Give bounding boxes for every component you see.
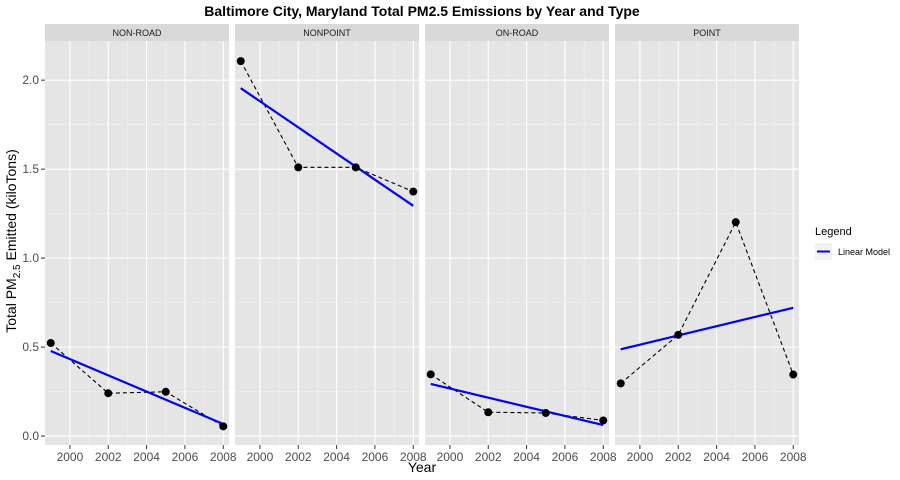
linear-model-line — [620, 306, 794, 351]
facet-strip-label: NON-ROAD — [113, 28, 162, 38]
facet-strip — [615, 24, 799, 41]
panel-background — [615, 41, 799, 445]
y-tick-label: 2.0 — [22, 73, 39, 87]
data-point — [541, 408, 550, 417]
x-tick-label: 2000 — [437, 450, 464, 464]
linear-model-line — [50, 350, 224, 426]
data-point — [789, 370, 798, 379]
facet-panels: 0.0 0.5 1.0 1.5 2.0 NON-ROAD 2000 2002 2004 2006 2… — [22, 24, 807, 464]
x-tick-label: 2006 — [742, 450, 769, 464]
linear-model-line — [240, 87, 414, 207]
facet-strip — [425, 24, 609, 41]
legend-entry-label: Linear Model — [838, 247, 890, 257]
facet-strip-label: NONPOINT — [303, 28, 351, 38]
data-point — [674, 330, 683, 339]
y-tick-label: 1.5 — [22, 162, 39, 176]
legend-title: Legend — [815, 226, 852, 238]
facet-panel-on-road: ON-ROAD 2000 2002 2004 2006 2008 — [425, 24, 617, 464]
legend: Legend Linear Model — [815, 226, 890, 260]
y-tick-label: 0.0 — [22, 429, 39, 443]
data-point — [616, 379, 625, 388]
x-tick-label: 2004 — [513, 450, 540, 464]
observed-emissions-line — [50, 342, 224, 427]
x-tick-label: 2000 — [247, 450, 274, 464]
facet-strip — [235, 24, 419, 41]
data-point — [104, 389, 113, 398]
data-point — [731, 218, 740, 227]
data-point — [426, 370, 435, 379]
facet-panel-point: POINT 2000 2002 2004 2006 2008 — [615, 24, 807, 464]
y-axis-title-prefix: Total PM — [3, 278, 19, 332]
x-tick-label: 2006 — [172, 450, 199, 464]
x-tick-label: 2002 — [285, 450, 312, 464]
x-tick-label: 2002 — [95, 450, 122, 464]
panel-background — [235, 41, 419, 445]
facet-strip — [45, 24, 229, 41]
x-tick-label: 2008 — [400, 450, 427, 464]
x-tick-label: 2000 — [57, 450, 84, 464]
linear-model-line — [430, 382, 604, 427]
data-point — [484, 408, 493, 417]
facet-strip-label: POINT — [693, 28, 721, 38]
chart-title: Baltimore City, Maryland Total PM2.5 Emi… — [204, 3, 640, 19]
y-axis-title-subscript: 2.5 — [12, 264, 23, 278]
data-point — [409, 187, 418, 196]
observed-emissions-line — [240, 60, 414, 193]
y-axis-title-suffix: Emitted (kiloTons) — [3, 149, 19, 264]
x-tick-label: 2002 — [475, 450, 502, 464]
observed-emissions-line — [430, 373, 604, 421]
observed-emissions-line — [620, 220, 794, 384]
data-point — [351, 163, 360, 172]
data-point — [294, 163, 303, 172]
y-tick-label: 0.5 — [22, 340, 39, 354]
x-tick-label: 2008 — [590, 450, 617, 464]
data-point — [46, 339, 55, 348]
x-tick-label: 2008 — [210, 450, 237, 464]
x-tick-label: 2002 — [665, 450, 692, 464]
facet-strip-label: ON-ROAD — [496, 28, 539, 38]
data-point — [599, 416, 608, 425]
facet-panel-nonpoint: NONPOINT 2000 2002 2004 2006 2008 — [235, 24, 427, 464]
x-tick-label: 2000 — [627, 450, 654, 464]
panel-background — [45, 41, 229, 445]
panel-background — [425, 41, 609, 445]
data-point — [236, 57, 245, 66]
facet-panel-non-road: NON-ROAD 2000 2002 2004 2006 2008 — [45, 24, 237, 464]
x-tick-label: 2004 — [703, 450, 730, 464]
x-tick-label: 2004 — [133, 450, 160, 464]
x-axis-title: Year — [408, 459, 437, 475]
y-axis-title: Total PM2.5 Emitted (kiloTons) — [3, 149, 23, 333]
data-point — [161, 387, 170, 396]
data-point — [219, 422, 228, 431]
x-tick-label: 2006 — [552, 450, 579, 464]
y-tick-label: 1.0 — [22, 251, 39, 265]
x-tick-label: 2006 — [362, 450, 389, 464]
x-tick-label: 2004 — [323, 450, 350, 464]
x-tick-label: 2008 — [780, 450, 807, 464]
